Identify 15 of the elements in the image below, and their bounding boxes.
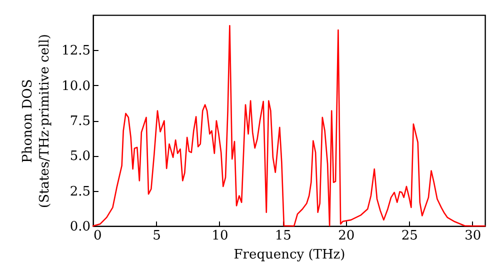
x-tick-label: 0 — [94, 228, 102, 244]
y-tick-label: 5.0 — [70, 149, 90, 164]
x-tick-label: 5 — [152, 228, 161, 244]
y-tick-label: 0.0 — [70, 220, 90, 234]
y-tick-label: 10.0 — [62, 78, 90, 94]
y-tick-label: 2.5 — [70, 184, 90, 200]
x-tick-label: 10 — [212, 228, 228, 244]
y-axis-title: Phonon DOS (States/THz·primitive cell) — [20, 34, 53, 208]
y-tick-label: 7.5 — [70, 114, 90, 129]
x-axis-title: Frequency (THz) — [234, 248, 346, 262]
x-tick-label: 25 — [401, 228, 418, 244]
x-tick-label: 30 — [464, 228, 482, 244]
x-tick-label: 20 — [338, 228, 355, 244]
y-tick-label: 12.5 — [62, 44, 90, 59]
x-tick-label: 15 — [274, 228, 292, 244]
